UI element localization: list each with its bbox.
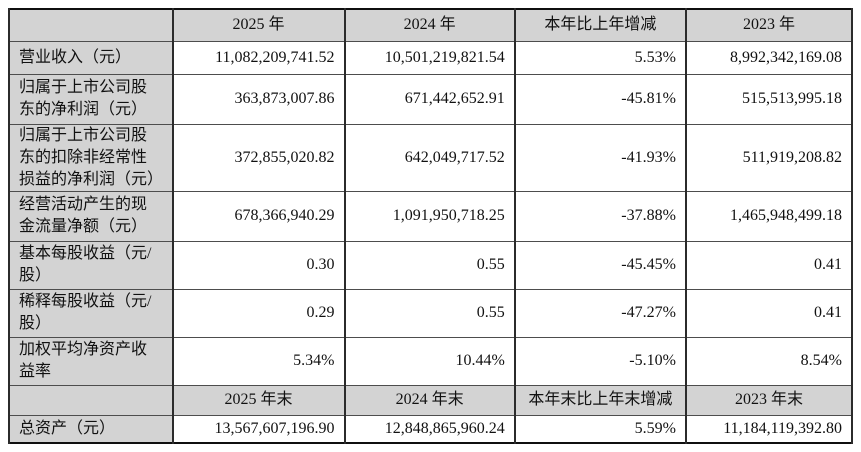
value-2024: 0.55 (343, 288, 516, 338)
value-2023: 1,465,948,499.18 (684, 190, 854, 242)
value-2025: 372,855,020.82 (171, 123, 346, 192)
value-2024: 671,442,652.91 (343, 73, 516, 125)
financial-summary-table: 2025 年 2024 年 本年比上年增减 2023 年 营业收入（元） 11,… (8, 8, 854, 444)
corner-blank-cell (8, 384, 174, 416)
row-label: 稀释每股收益（元/股） (8, 288, 174, 338)
row-label: 加权平均净资产收益率 (8, 336, 174, 386)
corner-blank-cell (8, 8, 174, 42)
value-2025: 0.29 (171, 288, 346, 338)
table-row-weighted-avg-roe: 加权平均净资产收益率 5.34% 10.44% -5.10% 8.54% (8, 336, 854, 386)
value-change: -47.27% (513, 288, 687, 338)
value-change: 5.59% (513, 414, 687, 444)
period-header-row: 2025 年 2024 年 本年比上年增减 2023 年 (8, 8, 854, 42)
value-change: -41.93% (513, 123, 687, 192)
row-label: 营业收入（元） (8, 40, 174, 75)
value-change: -45.81% (513, 73, 687, 125)
header-2024-end: 2024 年末 (343, 384, 516, 416)
header-2024: 2024 年 (343, 8, 516, 42)
value-2024: 1,091,950,718.25 (343, 190, 516, 242)
table-row-diluted-eps: 稀释每股收益（元/股） 0.29 0.55 -47.27% 0.41 (8, 288, 854, 338)
value-change: -45.45% (513, 240, 687, 290)
table-row-operating-cash-flow: 经营活动产生的现金流量净额（元） 678,366,940.29 1,091,95… (8, 190, 854, 242)
table-row-net-profit: 归属于上市公司股东的净利润（元） 363,873,007.86 671,442,… (8, 73, 854, 125)
value-2023: 8.54% (684, 336, 854, 386)
value-2024: 10,501,219,821.54 (343, 40, 516, 75)
header-yoy-change: 本年比上年增减 (513, 8, 687, 42)
table-row-total-assets: 总资产（元） 13,567,607,196.90 12,848,865,960.… (8, 414, 854, 444)
value-2023: 8,992,342,169.08 (684, 40, 854, 75)
value-2025: 13,567,607,196.90 (171, 414, 346, 444)
value-2024: 10.44% (343, 336, 516, 386)
value-2025: 678,366,940.29 (171, 190, 346, 242)
value-2025: 363,873,007.86 (171, 73, 346, 125)
value-2025: 0.30 (171, 240, 346, 290)
header-end-change: 本年末比上年末增减 (513, 384, 687, 416)
value-2024: 642,049,717.52 (343, 123, 516, 192)
value-change: -5.10% (513, 336, 687, 386)
value-2023: 11,184,119,392.80 (684, 414, 854, 444)
header-2023-end: 2023 年末 (684, 384, 854, 416)
row-label: 基本每股收益（元/股） (8, 240, 174, 290)
value-2023: 511,919,208.82 (684, 123, 854, 192)
row-label: 总资产（元） (8, 414, 174, 444)
value-2025: 11,082,209,741.52 (171, 40, 346, 75)
row-label: 归属于上市公司股东的净利润（元） (8, 73, 174, 125)
value-2023: 515,513,995.18 (684, 73, 854, 125)
value-change: 5.53% (513, 40, 687, 75)
row-label: 经营活动产生的现金流量净额（元） (8, 190, 174, 242)
period-end-header-row: 2025 年末 2024 年末 本年末比上年末增减 2023 年末 (8, 384, 854, 416)
value-2023: 0.41 (684, 240, 854, 290)
header-2023: 2023 年 (684, 8, 854, 42)
row-label: 归属于上市公司股东的扣除非经常性损益的净利润（元） (8, 123, 174, 192)
table-row-revenue: 营业收入（元） 11,082,209,741.52 10,501,219,821… (8, 40, 854, 75)
header-2025: 2025 年 (171, 8, 346, 42)
value-2024: 0.55 (343, 240, 516, 290)
table-row-net-profit-excl-nonrecurring: 归属于上市公司股东的扣除非经常性损益的净利润（元） 372,855,020.82… (8, 123, 854, 192)
table-row-basic-eps: 基本每股收益（元/股） 0.30 0.55 -45.45% 0.41 (8, 240, 854, 290)
value-2025: 5.34% (171, 336, 346, 386)
value-2024: 12,848,865,960.24 (343, 414, 516, 444)
header-2025-end: 2025 年末 (171, 384, 346, 416)
value-2023: 0.41 (684, 288, 854, 338)
value-change: -37.88% (513, 190, 687, 242)
